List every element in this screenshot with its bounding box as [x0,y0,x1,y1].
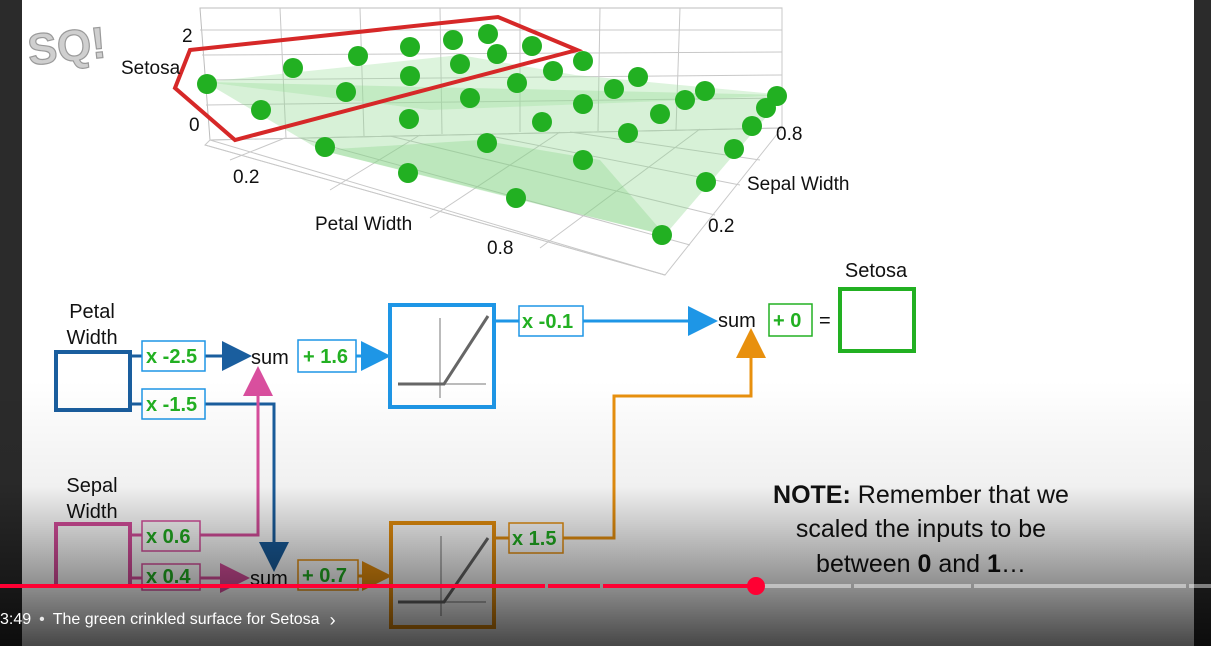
z-tick-0: 0 [189,115,200,136]
note-line-3: between 0 and 1… [816,550,1026,578]
progress-segment-played-1[interactable] [0,584,545,588]
progress-segment-4[interactable] [756,584,851,588]
petal-input-label-2: Width [66,327,117,349]
progress-segment-7[interactable] [1189,584,1211,588]
petal-tick-08: 0.8 [487,238,513,259]
sepal-width-axis-label: Sepal Width [747,174,849,195]
equals-sign: = [819,310,831,332]
output-label: Setosa [845,260,908,282]
weight-petal-top: x -2.5 [146,346,197,368]
svg-text:SQ!: SQ! [25,18,108,75]
sepal-tick-02: 0.2 [708,216,734,237]
setosa-axis-label: Setosa [121,58,181,79]
petal-input-label: Petal [69,301,115,323]
weight-petal-bottom: x -1.5 [146,394,197,416]
time-chapter-row[interactable]: 3:49 • The green crinkled surface for Se… [0,606,336,634]
note-line-2: scaled the inputs to be [796,515,1046,543]
sepal-input-box [54,522,132,588]
current-time: 3:49 [0,611,32,628]
progress-segment-played-2[interactable] [548,584,600,588]
relu-node-top [388,303,496,409]
bias-top: + 1.6 [303,346,348,368]
final-bias-box [768,303,813,337]
sepal-input-label-2: Width [66,501,117,523]
progress-segment-5[interactable] [854,584,971,588]
final-bias: + 0 [773,310,801,332]
sum-label-top: sum [251,347,289,369]
output-box [838,287,916,353]
setosa-plane [172,14,584,143]
scrubber-handle[interactable] [747,577,765,595]
sepal-input-label: Sepal [66,475,117,497]
petal-tick-02: 0.2 [233,167,259,188]
petal-width-axis-label: Petal Width [315,214,412,235]
progress-segment-played-3[interactable] [603,584,753,588]
weight-sepal-top: x 0.6 [146,526,190,548]
statquest-logo-icon: SQ! [25,18,109,76]
bias-box-top [297,339,357,373]
weight-out-top: x -0.1 [522,311,573,333]
relu-node-bottom [389,521,496,629]
weight-box-petal-top [141,340,206,372]
weight-box-out-top [518,305,584,337]
z-tick-2: 2 [182,26,193,47]
chapter-title[interactable]: The green crinkled surface for Setosa [52,611,320,628]
progress-bar[interactable] [0,581,1211,591]
petal-input-box [54,350,132,412]
chevron-right-icon[interactable]: › [329,609,336,630]
progress-segment-6[interactable] [974,584,1186,588]
weight-out-bottom: x 1.5 [512,528,556,550]
sepal-tick-08: 0.8 [776,124,802,145]
note-line-1: NOTE: Remember that we [773,481,1069,509]
sum-label-final: sum [718,310,756,332]
separator-dot: • [39,611,45,628]
data-points [197,24,787,245]
